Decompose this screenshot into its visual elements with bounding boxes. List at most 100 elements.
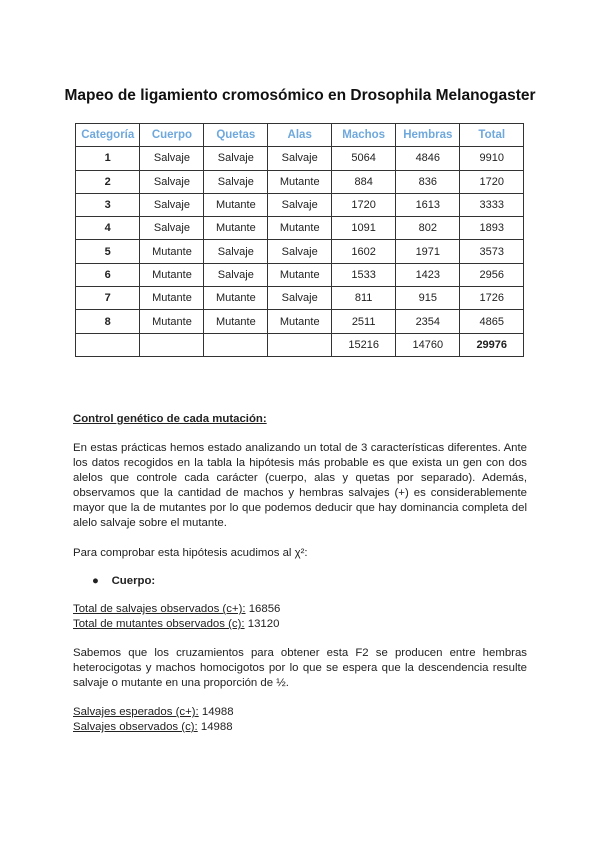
observed-block: Total de salvajes observados (c+): 16856… [73, 602, 527, 632]
total-cell: 29976 [459, 332, 524, 357]
table-cell: 9910 [459, 146, 524, 171]
observed-wild-value: 16856 [248, 603, 281, 615]
table-cell: 3 [74, 192, 141, 218]
table-cell: 1533 [331, 262, 397, 288]
page-title: Mapeo de ligamiento cromosómico en Droso… [64, 87, 536, 104]
table-cell: 1720 [459, 169, 524, 194]
paragraph-intro: En estas prácticas hemos estado analizan… [73, 442, 527, 529]
table-cell: Mutante [267, 216, 333, 241]
table-cell: 2354 [395, 309, 461, 334]
table-cell: Mutante [139, 309, 205, 334]
table-cell: Mutante [203, 216, 269, 241]
observed-wild-label: Total de salvajes observados (c+): [73, 603, 246, 615]
observed-wild-2-label: Salvajes observados (c): [73, 721, 198, 733]
expected-block: Salvajes esperados (c+): 14988 Salvajes … [73, 705, 527, 735]
table-cell: 1726 [459, 286, 524, 311]
table-cell: 884 [331, 169, 397, 194]
total-cell [203, 332, 269, 357]
table-cell: 915 [395, 286, 461, 311]
table-row: 3 Salvaje Mutante Salvaje 1720 1613 3333 [74, 192, 524, 218]
totals-row: 15216 14760 29976 [74, 332, 524, 357]
table-cell: Salvaje [139, 192, 205, 218]
observed-wild-2: Salvajes observados (c): 14988 [73, 720, 527, 735]
table-cell: 1613 [395, 192, 461, 218]
table-cell: 1893 [459, 216, 524, 241]
expected-wild-label: Salvajes esperados (c+): [73, 706, 199, 718]
table-cell: 8 [74, 309, 141, 334]
data-table: Categoría Cuerpo Quetas Alas Machos Hembras To… [74, 122, 524, 357]
table-cell: 4 [74, 216, 141, 241]
table-cell: 1602 [331, 239, 397, 264]
table-cell: Mutante [267, 169, 333, 194]
table-row: 6 Mutante Salvaje Mutante 1533 1423 2956 [74, 262, 524, 288]
column-header: Categoría [74, 122, 141, 148]
table-cell: Mutante [203, 286, 269, 311]
table-cell: Salvaje [267, 286, 333, 311]
table-cell: 4865 [459, 309, 524, 334]
table-cell: 802 [395, 216, 461, 241]
table-header-row: Categoría Cuerpo Quetas Alas Machos Hembras To… [74, 122, 524, 148]
table-cell: Mutante [267, 262, 333, 288]
observed-mutant-label: Total de mutantes observados (c): [73, 618, 245, 630]
table-cell: Salvaje [139, 169, 205, 194]
column-header: Quetas [203, 122, 269, 148]
table-cell: 2956 [459, 262, 524, 288]
observed-mutant-value: 13120 [247, 618, 280, 630]
paragraph-hypothesis: Para comprobar esta hipótesis acudimos a… [73, 547, 308, 559]
table-row: 8 Mutante Mutante Mutante 2511 2354 4865 [74, 309, 524, 334]
table-cell: Salvaje [267, 146, 333, 171]
total-cell [74, 332, 141, 357]
table-cell: 2511 [331, 309, 397, 334]
column-header: Alas [267, 122, 333, 148]
table-row: 2 Salvaje Salvaje Mutante 884 836 1720 [74, 169, 524, 194]
table-cell: 811 [331, 286, 397, 311]
table-cell: Salvaje [203, 239, 269, 264]
column-header: Machos [331, 122, 397, 148]
total-cell: 14760 [395, 332, 461, 357]
table-cell: Mutante [267, 309, 333, 334]
table-cell: 1720 [331, 192, 397, 218]
table-cell: Mutante [203, 309, 269, 334]
table-cell: Salvaje [203, 146, 269, 171]
expected-wild: Salvajes esperados (c+): 14988 [73, 705, 527, 720]
column-header: Cuerpo [139, 122, 205, 148]
column-header: Total [459, 122, 524, 148]
table-cell: Salvaje [203, 169, 269, 194]
observed-wild: Total de salvajes observados (c+): 16856 [73, 602, 527, 617]
table-cell: Salvaje [267, 239, 333, 264]
table-row: 5 Mutante Salvaje Salvaje 1602 1971 3573 [74, 239, 524, 264]
paragraph-crosses: Sabemos que los cruzamientos para obtene… [73, 647, 527, 689]
bullet-label: Cuerpo: [111, 575, 156, 587]
table-cell: 1 [74, 146, 141, 171]
table-cell: Mutante [139, 262, 205, 288]
table-row: 1 Salvaje Salvaje Salvaje 5064 4846 9910 [74, 146, 524, 171]
total-cell [139, 332, 205, 357]
table-cell: 1091 [331, 216, 397, 241]
table-cell: 3573 [459, 239, 524, 264]
section-heading: Control genético de cada mutación: [73, 413, 267, 425]
table-row: 4 Salvaje Mutante Mutante 1091 802 1893 [74, 216, 524, 241]
table-cell: 5 [74, 239, 141, 264]
table-cell: 836 [395, 169, 461, 194]
column-header: Hembras [395, 122, 461, 148]
expected-wild-value: 14988 [201, 706, 234, 718]
table-cell: 6 [74, 262, 141, 288]
table-cell: 5064 [331, 146, 397, 171]
bullet-icon: ● [92, 575, 99, 587]
table-cell: 3333 [459, 192, 524, 218]
bullet-item-cuerpo: ● Cuerpo: [92, 574, 546, 589]
table-cell: Salvaje [267, 192, 333, 218]
table-cell: Mutante [139, 239, 205, 264]
table-cell: 1971 [395, 239, 461, 264]
table-cell: Salvaje [203, 262, 269, 288]
table-cell: 7 [74, 286, 141, 311]
table-cell: 2 [74, 169, 141, 194]
table-row: 7 Mutante Mutante Salvaje 811 915 1726 [74, 286, 524, 311]
table-cell: 4846 [395, 146, 461, 171]
total-cell [267, 332, 333, 357]
table-cell: Mutante [203, 192, 269, 218]
table-cell: Salvaje [139, 146, 205, 171]
table-cell: Salvaje [139, 216, 205, 241]
observed-mutant: Total de mutantes observados (c): 13120 [73, 617, 527, 632]
